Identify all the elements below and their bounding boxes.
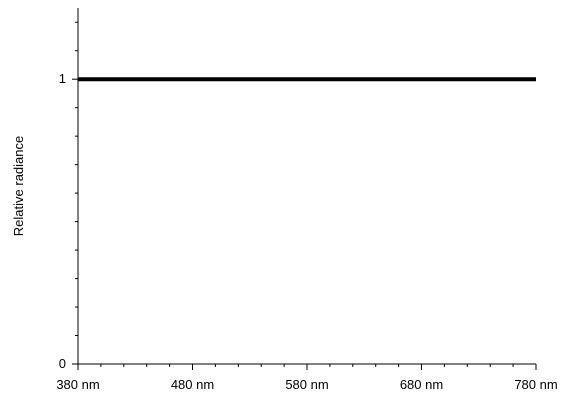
x-tick-label: 680 nm (400, 377, 443, 392)
x-tick-label: 380 nm (56, 377, 99, 392)
y-tick-label: 1 (59, 71, 66, 86)
x-tick-label: 480 nm (171, 377, 214, 392)
x-axis: 380 nm 480 nm 580 nm 680 nm 780 nm (56, 363, 558, 392)
y-axis-title: Relative radiance (11, 136, 26, 236)
y-ticks: 01 (59, 21, 78, 371)
y-tick-label: 0 (59, 356, 66, 371)
x-tick-label: 580 nm (285, 377, 328, 392)
x-ticks: 380 nm 480 nm 580 nm 680 nm 780 nm (56, 364, 558, 392)
x-tick-label: 780 nm (514, 377, 557, 392)
y-axis: 01 (59, 8, 79, 371)
